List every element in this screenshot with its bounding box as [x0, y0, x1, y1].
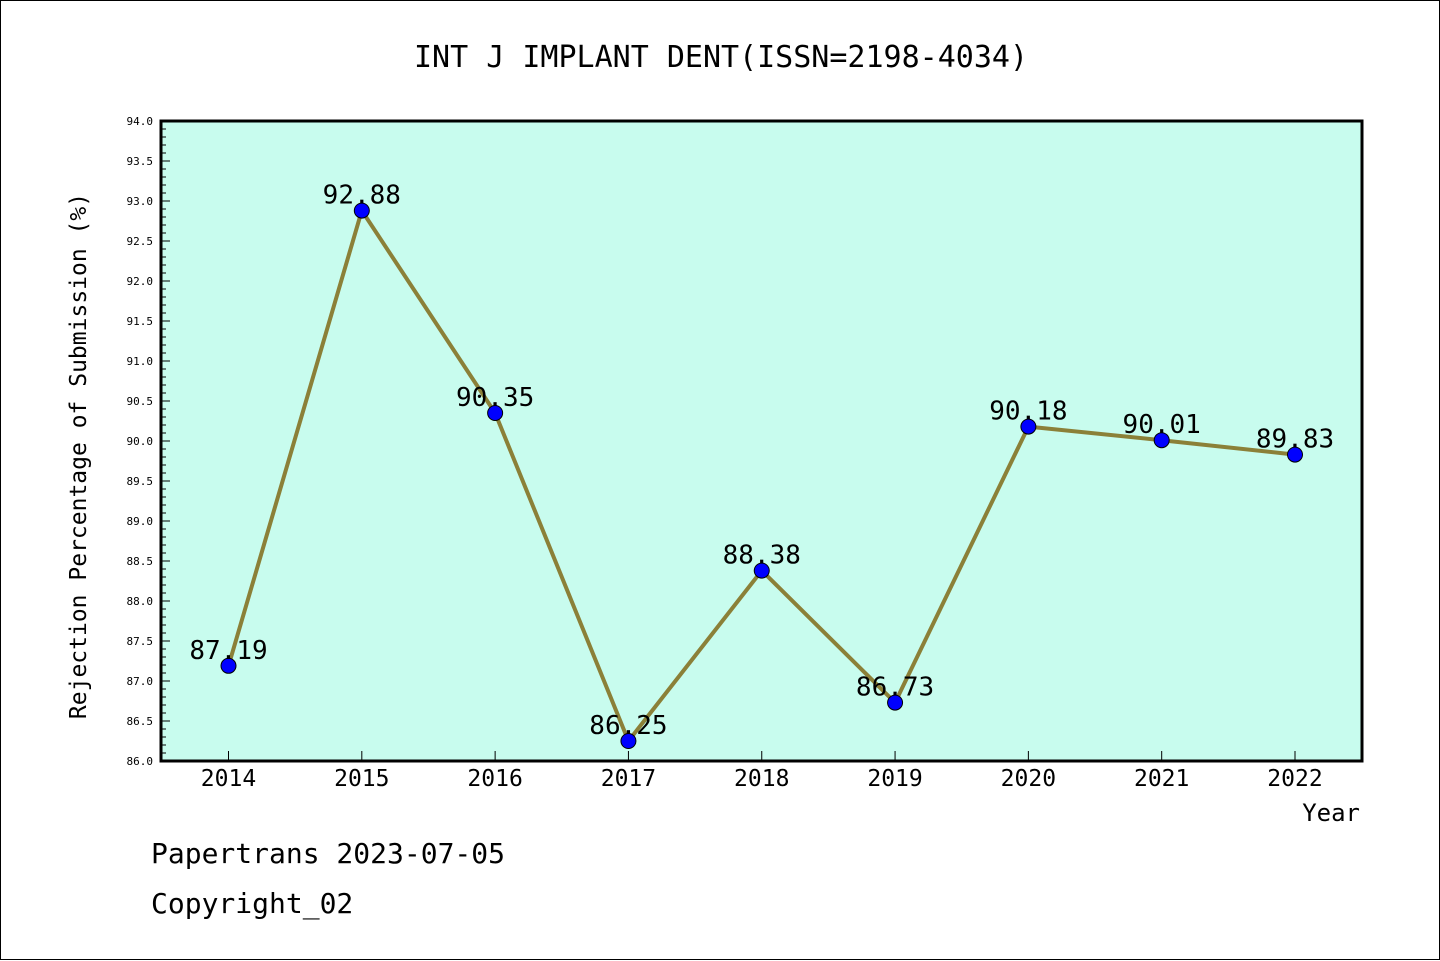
x-tick-label: 2021: [1134, 766, 1189, 792]
x-axis: 2014 2015 2016 2017 2018 2019 2020 2021 2022: [201, 751, 1323, 792]
x-tick-label: 2017: [601, 766, 656, 792]
data-label: 90.35: [456, 383, 534, 413]
footer-date: Papertrans 2023-07-05: [151, 837, 506, 870]
data-label: 90.18: [989, 397, 1067, 427]
y-tick-label: 88.0: [127, 595, 154, 608]
y-tick-label: 92.0: [127, 275, 154, 288]
data-label: 88.38: [723, 541, 801, 571]
data-label: 86.73: [856, 673, 934, 703]
data-label: 86.25: [589, 711, 667, 741]
data-label: 90.01: [1123, 410, 1201, 440]
x-tick-label: 2022: [1267, 766, 1322, 792]
y-axis: 86.0 86.5 87.0 87.5 88.0 88.5 89.0 89.5 90.0 90.5…: [127, 115, 170, 768]
y-tick-label: 93.5: [127, 155, 154, 168]
data-point: [1020, 418, 1037, 435]
y-tick-label: 88.5: [127, 555, 154, 568]
y-tick-label: 89.5: [127, 475, 154, 488]
data-point: [887, 694, 904, 711]
y-tick-label: 94.0: [127, 115, 154, 128]
x-tick-label: 2016: [467, 766, 522, 792]
data-point: [1153, 432, 1170, 449]
y-tick-label: 86.0: [127, 755, 154, 768]
y-tick-label: 92.5: [127, 235, 154, 248]
data-point: [620, 733, 637, 749]
y-tick-label: 91.5: [127, 315, 154, 328]
data-point: [753, 562, 770, 579]
y-tick-label: 93.0: [127, 195, 154, 208]
x-tick-label: 2020: [1001, 766, 1056, 792]
data-point: [220, 657, 237, 674]
y-tick-label: 89.0: [127, 515, 154, 528]
data-label: 92.88: [323, 181, 401, 211]
data-point: [1287, 446, 1303, 463]
x-tick-label: 2019: [867, 766, 922, 792]
x-tick-label: 2018: [734, 766, 789, 792]
data-label: 89.83: [1256, 425, 1334, 455]
y-tick-label: 90.0: [127, 435, 154, 448]
data-series: 87.19 92.88 90.35 86.25 88.38 86.73 90.18 90.01…: [189, 181, 1334, 749]
y-tick-label: 90.5: [127, 395, 154, 408]
y-tick-label: 91.0: [127, 355, 154, 368]
y-tick-label: 87.0: [127, 675, 154, 688]
x-tick-label: 2014: [201, 766, 256, 792]
footer-copyright: Copyright_02: [151, 887, 354, 920]
x-axis-label: Year: [1302, 799, 1360, 827]
data-label: 87.19: [189, 636, 267, 666]
data-point: [487, 405, 504, 421]
data-point: [353, 202, 370, 219]
y-tick-label: 87.5: [127, 635, 154, 648]
y-axis-label: Rejection Percentage of Submission (%): [66, 193, 92, 719]
chart-title: INT J IMPLANT DENT(ISSN=2198-4034): [414, 40, 1028, 75]
x-tick-label: 2015: [334, 766, 389, 792]
y-tick-label: 86.5: [127, 715, 154, 728]
